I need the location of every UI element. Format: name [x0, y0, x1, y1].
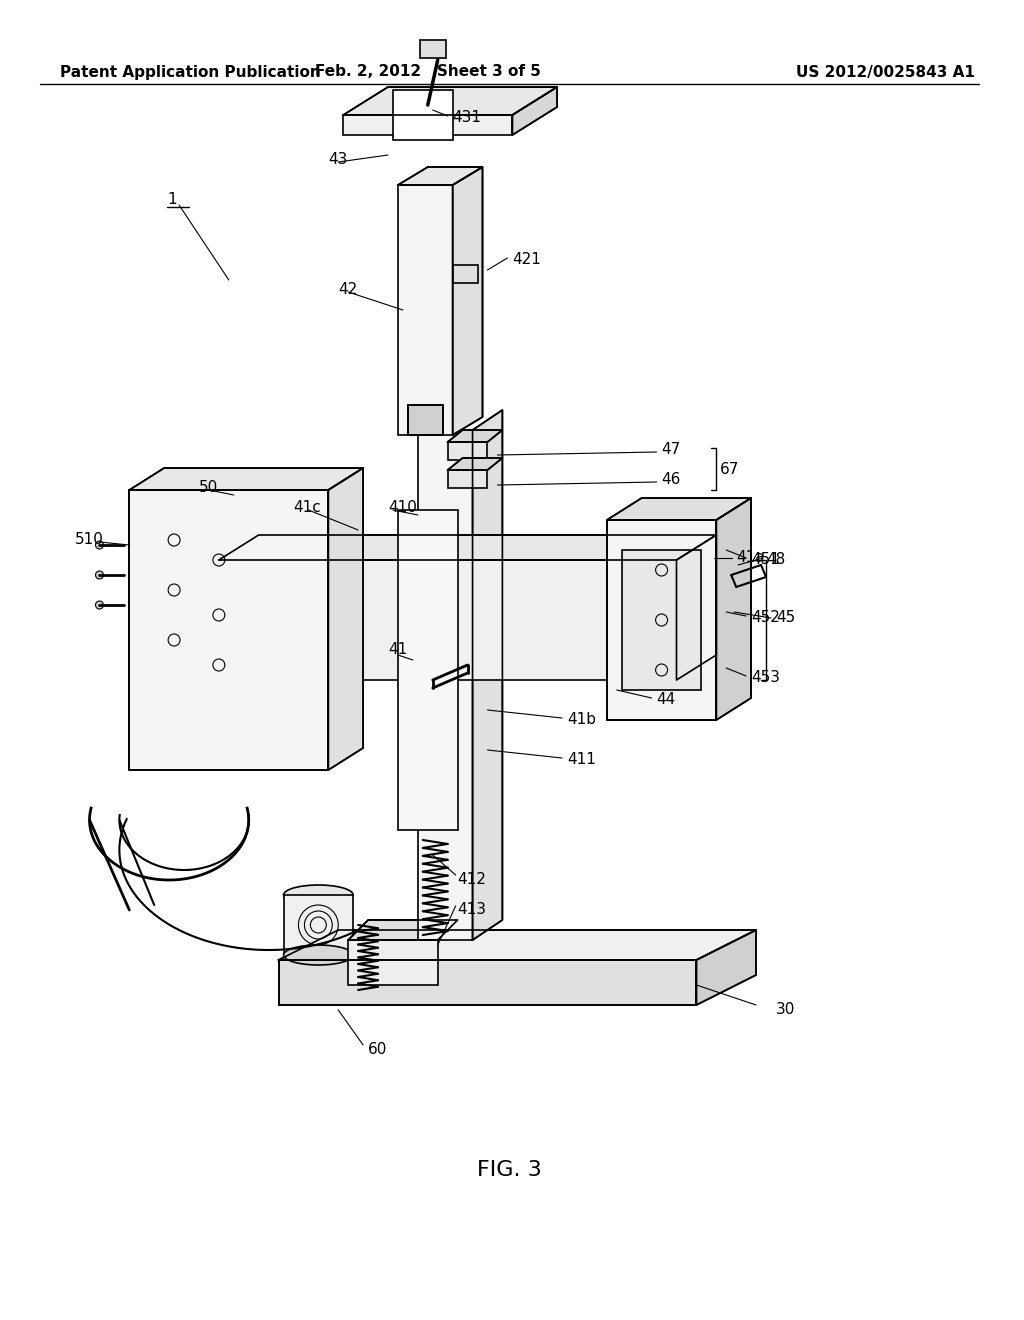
Polygon shape	[129, 469, 364, 490]
Text: 41: 41	[388, 643, 408, 657]
Text: 41b: 41b	[567, 713, 596, 727]
Text: 43: 43	[329, 153, 348, 168]
Bar	[343, 115, 512, 135]
Text: 421: 421	[512, 252, 542, 268]
Text: 510: 510	[75, 532, 103, 548]
Bar	[420, 40, 445, 58]
Text: 412: 412	[458, 873, 486, 887]
Polygon shape	[408, 405, 442, 436]
Bar	[348, 940, 437, 985]
Circle shape	[95, 601, 103, 609]
Bar	[447, 470, 487, 488]
Text: Feb. 2, 2012   Sheet 3 of 5: Feb. 2, 2012 Sheet 3 of 5	[314, 65, 541, 79]
Text: 452: 452	[752, 610, 780, 626]
Text: 60: 60	[368, 1043, 387, 1057]
Polygon shape	[512, 87, 557, 135]
Bar	[398, 510, 458, 830]
Ellipse shape	[284, 945, 353, 965]
Polygon shape	[129, 490, 329, 770]
Text: 431: 431	[453, 111, 481, 125]
Text: FIG. 3: FIG. 3	[477, 1160, 542, 1180]
Polygon shape	[329, 469, 364, 770]
Polygon shape	[677, 535, 717, 680]
Bar	[398, 185, 453, 436]
Text: 42: 42	[338, 282, 357, 297]
Bar	[447, 442, 487, 459]
Polygon shape	[696, 931, 756, 1005]
Text: 410: 410	[388, 500, 417, 516]
Polygon shape	[607, 520, 717, 719]
Text: 413: 413	[458, 903, 486, 917]
Polygon shape	[279, 931, 756, 960]
Text: 1: 1	[167, 193, 177, 207]
Polygon shape	[343, 87, 557, 115]
Text: 453: 453	[752, 671, 780, 685]
Polygon shape	[717, 498, 752, 719]
Circle shape	[95, 541, 103, 549]
Polygon shape	[447, 458, 503, 470]
Polygon shape	[453, 168, 482, 436]
Text: 50: 50	[199, 479, 218, 495]
Bar	[219, 560, 677, 680]
Polygon shape	[279, 960, 696, 1005]
Ellipse shape	[284, 884, 353, 906]
Text: 45: 45	[776, 610, 796, 626]
Polygon shape	[447, 430, 503, 442]
Bar	[284, 895, 353, 954]
Bar	[622, 550, 701, 690]
Bar	[418, 430, 472, 940]
Text: 46: 46	[662, 473, 681, 487]
Text: 67: 67	[720, 462, 739, 477]
Text: 451: 451	[752, 553, 780, 568]
Bar	[453, 265, 477, 282]
Text: 44: 44	[656, 693, 676, 708]
Text: 41c: 41c	[294, 500, 322, 516]
Text: US 2012/0025843 A1: US 2012/0025843 A1	[796, 65, 975, 79]
Polygon shape	[607, 498, 752, 520]
Polygon shape	[219, 535, 717, 560]
Text: 411: 411	[567, 752, 596, 767]
Text: 48: 48	[766, 553, 785, 568]
Polygon shape	[398, 168, 482, 185]
Circle shape	[95, 572, 103, 579]
Polygon shape	[472, 411, 503, 940]
Text: 41a: 41a	[736, 550, 765, 565]
Polygon shape	[348, 920, 458, 940]
Text: 30: 30	[776, 1002, 796, 1018]
Bar	[393, 90, 453, 140]
Text: Patent Application Publication: Patent Application Publication	[59, 65, 321, 79]
Text: 47: 47	[662, 442, 681, 458]
